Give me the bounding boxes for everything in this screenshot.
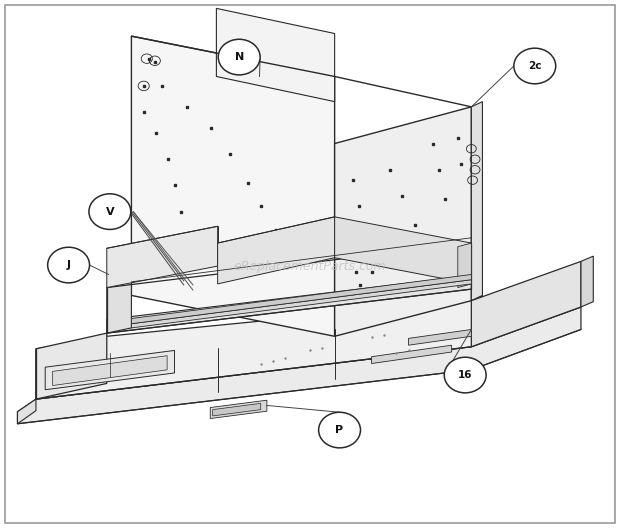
Polygon shape (471, 261, 581, 347)
Polygon shape (17, 399, 36, 424)
Polygon shape (45, 351, 174, 390)
Text: V: V (105, 206, 114, 216)
Polygon shape (107, 227, 218, 288)
Polygon shape (131, 280, 471, 328)
Circle shape (445, 357, 486, 393)
Polygon shape (371, 345, 451, 364)
Polygon shape (409, 329, 471, 345)
Text: P: P (335, 425, 343, 435)
Circle shape (89, 194, 131, 230)
Text: J: J (66, 260, 71, 270)
Polygon shape (107, 282, 131, 333)
Polygon shape (335, 217, 471, 284)
Circle shape (218, 39, 260, 75)
Polygon shape (458, 243, 471, 288)
Polygon shape (17, 307, 581, 424)
Circle shape (514, 48, 556, 84)
Polygon shape (107, 276, 471, 333)
Polygon shape (131, 275, 471, 324)
Circle shape (48, 247, 89, 283)
Polygon shape (581, 256, 593, 307)
Text: eReplacementParts.com: eReplacementParts.com (234, 260, 386, 273)
Text: 16: 16 (458, 370, 472, 380)
Polygon shape (471, 101, 482, 300)
Polygon shape (36, 296, 581, 399)
Polygon shape (218, 217, 335, 284)
Circle shape (319, 412, 360, 448)
Polygon shape (36, 333, 107, 399)
Polygon shape (53, 356, 167, 385)
Text: 2c: 2c (528, 61, 541, 71)
Text: N: N (234, 52, 244, 62)
Polygon shape (213, 403, 261, 416)
Polygon shape (210, 400, 267, 419)
Polygon shape (216, 8, 335, 101)
Polygon shape (335, 107, 471, 336)
Polygon shape (131, 36, 335, 336)
